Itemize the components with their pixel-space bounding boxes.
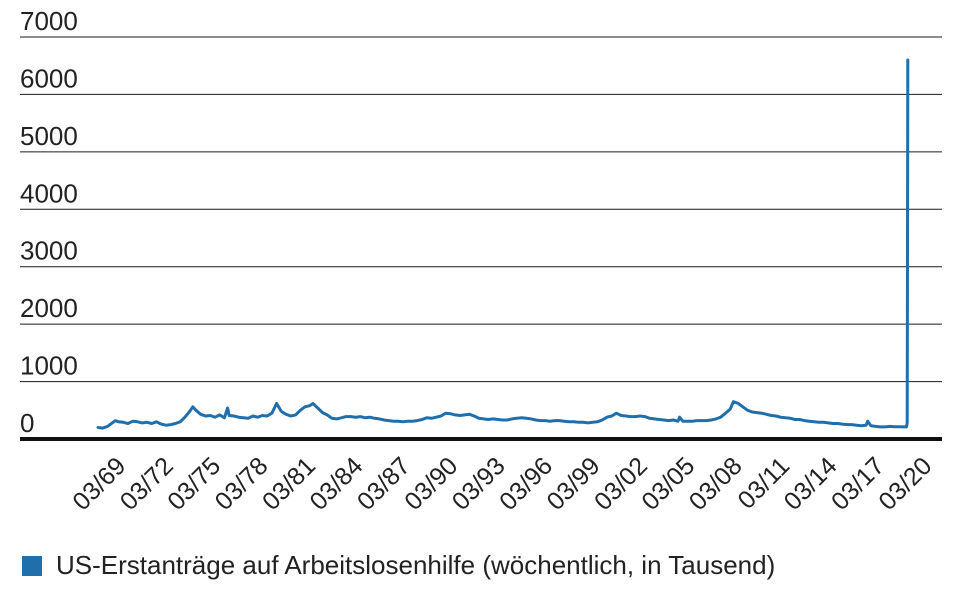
- x-tick-label: 03/20: [873, 452, 937, 516]
- x-tick-label: 03/75: [162, 452, 226, 516]
- x-tick-label: 03/93: [447, 452, 511, 516]
- y-tick-label: 7000: [20, 6, 78, 36]
- y-tick-label: 4000: [20, 178, 78, 208]
- x-tick-label: 03/17: [826, 452, 890, 516]
- series-group: [96, 58, 910, 430]
- legend: US-Erstanträge auf Arbeitslosenhilfe (wö…: [22, 550, 775, 581]
- y-tick-label: 1000: [20, 351, 78, 381]
- x-axis-tick-labels: 03/6903/7203/7503/7803/8103/8403/8703/90…: [67, 452, 937, 516]
- y-tick-label: 0: [20, 408, 34, 438]
- legend-label: US-Erstanträge auf Arbeitslosenhilfe (wö…: [56, 550, 776, 580]
- x-tick-label: 03/84: [304, 452, 368, 516]
- x-tick-label: 03/90: [399, 452, 463, 516]
- x-tick-label: 03/69: [67, 452, 131, 516]
- gridlines: [20, 36, 942, 383]
- x-tick-label: 03/78: [210, 452, 274, 516]
- x-tick-label: 03/08: [684, 452, 748, 516]
- y-tick-label: 3000: [20, 236, 78, 266]
- y-tick-label: 6000: [20, 63, 78, 93]
- x-tick-label: 03/96: [494, 452, 558, 516]
- y-tick-label: 2000: [20, 293, 78, 323]
- series-line: [96, 58, 910, 430]
- x-tick-label: 03/02: [589, 452, 653, 516]
- y-tick-label: 5000: [20, 121, 78, 151]
- x-tick-label: 03/14: [779, 452, 843, 516]
- y-axis-tick-labels: 0 1000 2000 3000 4000 5000 6000 7000: [20, 6, 78, 438]
- x-tick-label: 03/11: [732, 452, 795, 515]
- x-tick-label: 03/81: [257, 452, 321, 516]
- legend-swatch: [22, 555, 42, 576]
- x-tick-label: 03/05: [636, 452, 700, 516]
- x-tick-label: 03/87: [352, 452, 416, 516]
- x-tick-label: 03/99: [541, 452, 605, 516]
- x-tick-label: 03/72: [115, 452, 179, 516]
